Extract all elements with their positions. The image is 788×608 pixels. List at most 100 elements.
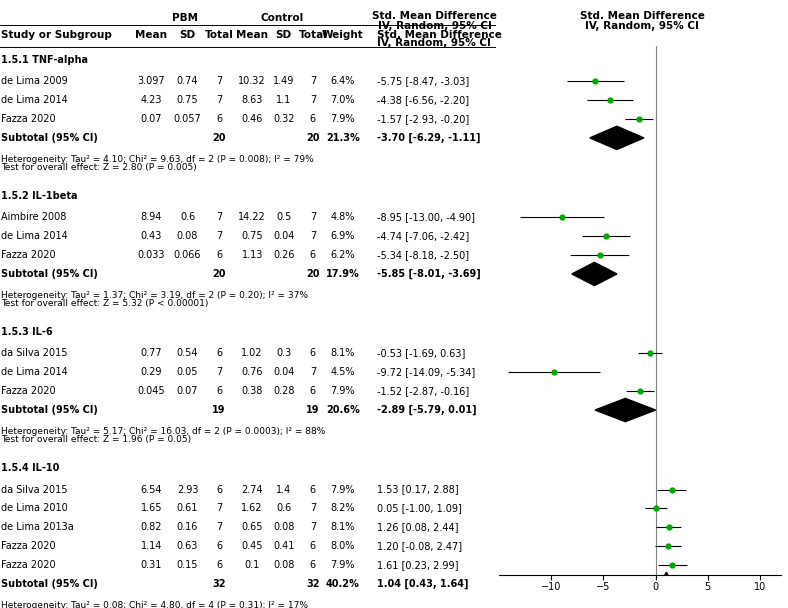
Text: 4.5%: 4.5% (330, 367, 355, 378)
Text: Heterogeneity: Tau² = 1.37; Chi² = 3.19, df = 2 (P = 0.20); I² = 37%: Heterogeneity: Tau² = 1.37; Chi² = 3.19,… (1, 291, 308, 300)
Text: 40.2%: 40.2% (326, 579, 359, 589)
Text: Subtotal (95% CI): Subtotal (95% CI) (1, 405, 98, 415)
Text: -0.53 [-1.69, 0.63]: -0.53 [-1.69, 0.63] (377, 348, 465, 359)
Text: 1.20 [-0.08, 2.47]: 1.20 [-0.08, 2.47] (377, 541, 462, 551)
Text: 0.65: 0.65 (241, 522, 263, 532)
Text: Std. Mean Difference: Std. Mean Difference (372, 11, 497, 21)
Text: 8.0%: 8.0% (331, 541, 355, 551)
Text: SD: SD (276, 30, 292, 40)
Text: 0.057: 0.057 (173, 114, 202, 124)
Text: 0.54: 0.54 (177, 348, 199, 359)
Text: Aimbire 2008: Aimbire 2008 (1, 212, 66, 223)
Text: 4.8%: 4.8% (331, 212, 355, 223)
Text: 0.45: 0.45 (241, 541, 263, 551)
Text: -9.72 [-14.09, -5.34]: -9.72 [-14.09, -5.34] (377, 367, 475, 378)
Text: 1.5.4 IL-10: 1.5.4 IL-10 (1, 463, 59, 473)
Text: Test for overall effect: Z = 1.96 (P = 0.05): Test for overall effect: Z = 1.96 (P = 0… (1, 435, 191, 444)
Text: 0.75: 0.75 (241, 231, 263, 241)
Text: 10.32: 10.32 (238, 77, 266, 86)
Text: 1.13: 1.13 (241, 250, 263, 260)
Text: Weight: Weight (322, 30, 363, 40)
Text: 7: 7 (310, 212, 316, 223)
Text: Heterogeneity: Tau² = 5.17; Chi² = 16.03, df = 2 (P = 0.0003); I² = 88%: Heterogeneity: Tau² = 5.17; Chi² = 16.03… (1, 427, 325, 436)
Text: Test for overall effect: Z = 5.32 (P < 0.00001): Test for overall effect: Z = 5.32 (P < 0… (1, 299, 208, 308)
Text: 0.08: 0.08 (273, 522, 295, 532)
Text: 1.61 [0.23, 2.99]: 1.61 [0.23, 2.99] (377, 560, 458, 570)
Text: 0.28: 0.28 (273, 386, 295, 396)
Text: 19: 19 (306, 405, 320, 415)
Text: Heterogeneity: Tau² = 0.08; Chi² = 4.80, df = 4 (P = 0.31); I² = 17%: Heterogeneity: Tau² = 0.08; Chi² = 4.80,… (1, 601, 308, 608)
Text: 0.74: 0.74 (177, 77, 199, 86)
Text: 6: 6 (216, 250, 222, 260)
Text: de Lima 2013a: de Lima 2013a (1, 522, 73, 532)
Text: 20.6%: 20.6% (326, 405, 359, 415)
Text: 7: 7 (216, 95, 222, 105)
Text: Fazza 2020: Fazza 2020 (1, 250, 55, 260)
Text: 7: 7 (310, 503, 316, 513)
Text: Fazza 2020: Fazza 2020 (1, 560, 55, 570)
Text: 1.65: 1.65 (140, 503, 162, 513)
Text: 1.5.1 TNF-alpha: 1.5.1 TNF-alpha (1, 55, 87, 65)
Text: 8.63: 8.63 (241, 95, 263, 105)
Text: 6: 6 (310, 250, 316, 260)
Text: -8.95 [-13.00, -4.90]: -8.95 [-13.00, -4.90] (377, 212, 474, 223)
Text: 0.46: 0.46 (241, 114, 263, 124)
Text: 0.61: 0.61 (177, 503, 199, 513)
Text: 1.5.2 IL-1beta: 1.5.2 IL-1beta (1, 191, 77, 201)
Text: 0.04: 0.04 (273, 231, 295, 241)
Text: 6: 6 (310, 386, 316, 396)
Text: 7: 7 (216, 522, 222, 532)
Text: 17.9%: 17.9% (326, 269, 359, 279)
Text: -5.85 [-8.01, -3.69]: -5.85 [-8.01, -3.69] (377, 269, 481, 279)
Text: 7: 7 (216, 503, 222, 513)
Text: Control: Control (261, 13, 304, 23)
Text: 0.1: 0.1 (244, 560, 260, 570)
Text: 0.16: 0.16 (177, 522, 199, 532)
Text: Std. Mean Difference: Std. Mean Difference (580, 11, 704, 21)
Text: 0.29: 0.29 (140, 367, 162, 378)
Text: de Lima 2010: de Lima 2010 (1, 503, 68, 513)
Text: 7: 7 (216, 77, 222, 86)
Text: 0.08: 0.08 (273, 560, 295, 570)
Text: 0.41: 0.41 (273, 541, 295, 551)
Text: 6: 6 (216, 560, 222, 570)
Text: -3.70 [-6.29, -1.11]: -3.70 [-6.29, -1.11] (377, 133, 480, 143)
Text: 0.63: 0.63 (177, 541, 199, 551)
Text: 0.045: 0.045 (137, 386, 165, 396)
Text: 2.74: 2.74 (241, 485, 263, 494)
Text: 6: 6 (216, 485, 222, 494)
Text: 0.43: 0.43 (140, 231, 162, 241)
Text: 8.1%: 8.1% (331, 348, 355, 359)
Text: -5.34 [-8.18, -2.50]: -5.34 [-8.18, -2.50] (377, 250, 469, 260)
Text: -1.52 [-2.87, -0.16]: -1.52 [-2.87, -0.16] (377, 386, 469, 396)
Text: 6.4%: 6.4% (331, 77, 355, 86)
Text: 0.82: 0.82 (140, 522, 162, 532)
Text: 20: 20 (212, 133, 226, 143)
Text: 0.6: 0.6 (180, 212, 195, 223)
Text: 1.26 [0.08, 2.44]: 1.26 [0.08, 2.44] (377, 522, 458, 532)
Text: 1.49: 1.49 (273, 77, 295, 86)
Text: 0.15: 0.15 (177, 560, 199, 570)
Text: 6.9%: 6.9% (331, 231, 355, 241)
Text: 8.94: 8.94 (140, 212, 162, 223)
Text: 0.38: 0.38 (241, 386, 263, 396)
Text: 0.07: 0.07 (177, 386, 199, 396)
Text: 0.3: 0.3 (276, 348, 292, 359)
Text: 20: 20 (306, 269, 320, 279)
Text: 7.9%: 7.9% (330, 485, 355, 494)
Text: 6: 6 (216, 348, 222, 359)
Text: 6: 6 (310, 114, 316, 124)
Text: IV, Random, 95% CI: IV, Random, 95% CI (585, 21, 699, 30)
Text: Fazza 2020: Fazza 2020 (1, 541, 55, 551)
Text: 1.14: 1.14 (140, 541, 162, 551)
Text: 6.54: 6.54 (140, 485, 162, 494)
Text: 0.31: 0.31 (140, 560, 162, 570)
Text: 1.04 [0.43, 1.64]: 1.04 [0.43, 1.64] (377, 579, 468, 589)
Text: 20: 20 (212, 269, 226, 279)
Text: 6: 6 (310, 560, 316, 570)
Polygon shape (595, 398, 656, 422)
Text: Test for overall effect: Z = 2.80 (P = 0.005): Test for overall effect: Z = 2.80 (P = 0… (1, 162, 196, 171)
Text: 7: 7 (216, 367, 222, 378)
Text: 32: 32 (306, 579, 320, 589)
Text: da Silva 2015: da Silva 2015 (1, 485, 67, 494)
